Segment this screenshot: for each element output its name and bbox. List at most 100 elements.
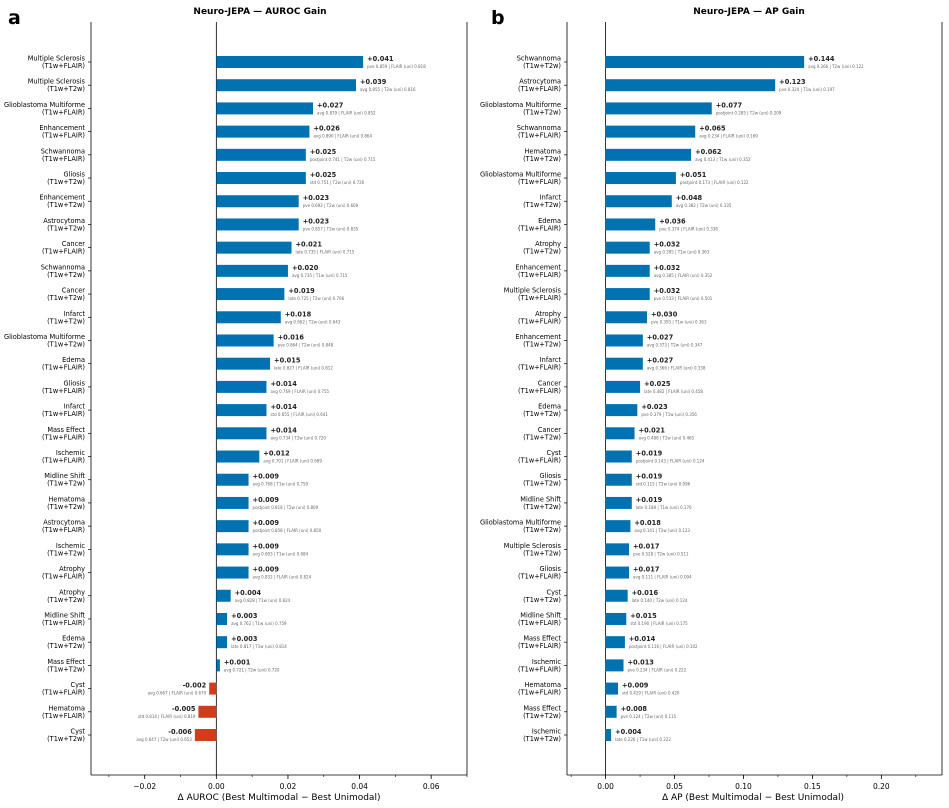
y-tick-label-modality: (T1w+FLAIR)	[42, 689, 85, 697]
detail-label: avg 0.890 | FLAIR (uni) 0.864	[313, 134, 372, 139]
y-tick-label-modality: (T1w+T2w)	[523, 503, 561, 511]
y-tick-label-modality: (T1w+FLAIR)	[518, 178, 561, 186]
y-tick-label-modality: (T1w+T2w)	[523, 526, 561, 534]
bar	[216, 288, 285, 301]
y-tick-label: Midline Shift	[520, 495, 561, 503]
x-tick-label: 0.05	[666, 782, 683, 791]
x-tick-label: 0.20	[873, 782, 890, 791]
value-label: +0.048	[676, 194, 703, 202]
value-label: +0.017	[633, 542, 660, 550]
bar	[605, 496, 632, 509]
value-label: +0.021	[639, 426, 666, 434]
y-tick-label: Multiple Sclerosis	[504, 542, 562, 550]
value-label: -0.006	[168, 728, 192, 736]
bar	[216, 473, 249, 486]
y-tick-label: Ischemic	[56, 449, 85, 457]
bar	[605, 334, 643, 347]
bar	[605, 311, 647, 324]
bar	[605, 148, 692, 161]
bar	[605, 612, 627, 625]
value-label: +0.008	[621, 705, 648, 713]
y-tick-label: Gliosis	[539, 565, 561, 573]
x-tick-label: 0.02	[280, 782, 297, 791]
y-tick-label: Mass Effect	[523, 704, 561, 712]
detail-label: avg 0.828 | T1w (uni) 0.824	[235, 598, 291, 603]
detail-label: pve 0.374 | FLAIR (uni) 0.338	[659, 226, 718, 231]
y-tick-label: Mass Effect	[47, 426, 85, 434]
x-axis-label: Δ AP (Best Multimodal − Best Unimodal)	[662, 793, 844, 803]
value-label: +0.062	[695, 148, 722, 156]
bar	[216, 543, 249, 556]
value-label: +0.023	[303, 194, 330, 202]
bar	[605, 195, 672, 208]
bar	[605, 566, 630, 579]
bar	[605, 218, 656, 231]
y-tick-label-modality: (T1w+FLAIR)	[42, 573, 85, 581]
detail-label: pve 0.864 | T2w (uni) 0.848	[278, 342, 334, 347]
y-tick-label: Hematoma	[48, 495, 85, 503]
value-label: +0.065	[699, 125, 726, 133]
y-tick-label: Infarct	[64, 403, 86, 411]
value-label: +0.051	[680, 171, 707, 179]
y-tick-label-modality: (T1w+FLAIR)	[42, 108, 85, 116]
y-tick-label-modality: (T1w+FLAIR)	[518, 387, 561, 395]
y-tick-label: Ischemic	[532, 728, 561, 736]
y-tick-label-modality: (T1w+T2w)	[47, 294, 85, 302]
detail-label: pve 0.320 | T1w (uni) 0.197	[779, 87, 835, 92]
detail-label: postjoint 0.858 | FLAIR (uni) 0.850	[253, 528, 322, 533]
bar	[216, 566, 249, 579]
y-tick-label: Ischemic	[56, 542, 85, 550]
detail-label: late 0.817 | T1w (uni) 0.814	[231, 644, 287, 649]
detail-label: pve 0.533 | FLAIR (uni) 0.501	[654, 296, 713, 301]
detail-label: avg 0.647 | T2w (uni) 0.653	[136, 737, 192, 742]
value-label: +0.017	[633, 566, 660, 574]
value-label: +0.027	[647, 333, 674, 341]
x-tick-label: 0.00	[208, 782, 225, 791]
detail-label: std 0.814 | FLAIR (uni) 0.819	[138, 714, 196, 719]
y-tick-label-modality: (T1w+T2w)	[47, 665, 85, 673]
value-label: +0.012	[263, 450, 290, 458]
y-tick-label: Schwannoma	[41, 147, 85, 155]
detail-label: avg 0.486 | T2w (uni) 0.465	[639, 435, 695, 440]
y-tick-label-modality: (T1w+T2w)	[523, 480, 561, 488]
y-tick-label-modality: (T1w+FLAIR)	[42, 526, 85, 534]
y-tick-label-modality: (T1w+T2w)	[523, 735, 561, 743]
value-label: +0.123	[779, 78, 806, 86]
y-tick-label: Ischemic	[532, 658, 561, 666]
value-label: +0.014	[270, 426, 297, 434]
bar	[605, 659, 624, 672]
value-label: +0.032	[654, 264, 681, 272]
y-tick-label-modality: (T1w+T2w)	[47, 224, 85, 232]
value-label: +0.015	[630, 612, 657, 620]
detail-label: postjoint 0.818 | T2w (uni) 0.809	[253, 505, 319, 510]
detail-label: postjoint 0.116 | FLAIR (uni) 0.102	[629, 644, 698, 649]
y-tick-label: Astrocytoma	[519, 78, 561, 86]
y-tick-label-modality: (T1w+T2w)	[47, 549, 85, 557]
value-label: +0.077	[716, 101, 743, 109]
detail-label: avg 0.879 | FLAIR (uni) 0.852	[317, 110, 376, 115]
y-tick-label: Infarct	[64, 310, 86, 318]
bar	[216, 264, 288, 277]
value-label: +0.021	[296, 241, 323, 249]
y-tick-label: Atrophy	[535, 310, 561, 318]
bar	[605, 427, 635, 440]
y-tick-label-modality: (T1w+FLAIR)	[518, 689, 561, 697]
y-tick-label-modality: (T1w+FLAIR)	[518, 457, 561, 465]
detail-label: avg 0.413 | T1w (uni) 0.352	[695, 157, 751, 162]
y-tick-label-modality: (T1w+T2w)	[523, 410, 561, 418]
y-tick-label-modality: (T1w+T2w)	[47, 503, 85, 511]
y-tick-label-modality: (T1w+T2w)	[47, 178, 85, 186]
y-tick-label-modality: (T1w+FLAIR)	[42, 410, 85, 418]
value-label: +0.009	[253, 519, 280, 527]
y-tick-label-modality: (T1w+T2w)	[523, 433, 561, 441]
detail-label: avg 0.382 | T2w (uni) 0.335	[676, 203, 732, 208]
value-label: +0.026	[313, 125, 340, 133]
y-tick-label: Astrocytoma	[43, 519, 85, 527]
value-label: +0.014	[270, 380, 297, 388]
y-tick-label-modality: (T1w+T2w)	[47, 201, 85, 209]
y-tick-label: Infarct	[540, 356, 562, 364]
value-label: +0.004	[615, 728, 642, 736]
y-tick-label: Cyst	[70, 728, 85, 736]
y-tick-label-modality: (T1w+T2w)	[47, 480, 85, 488]
detail-label: pve 0.379 | T1w (uni) 0.356	[641, 412, 697, 417]
